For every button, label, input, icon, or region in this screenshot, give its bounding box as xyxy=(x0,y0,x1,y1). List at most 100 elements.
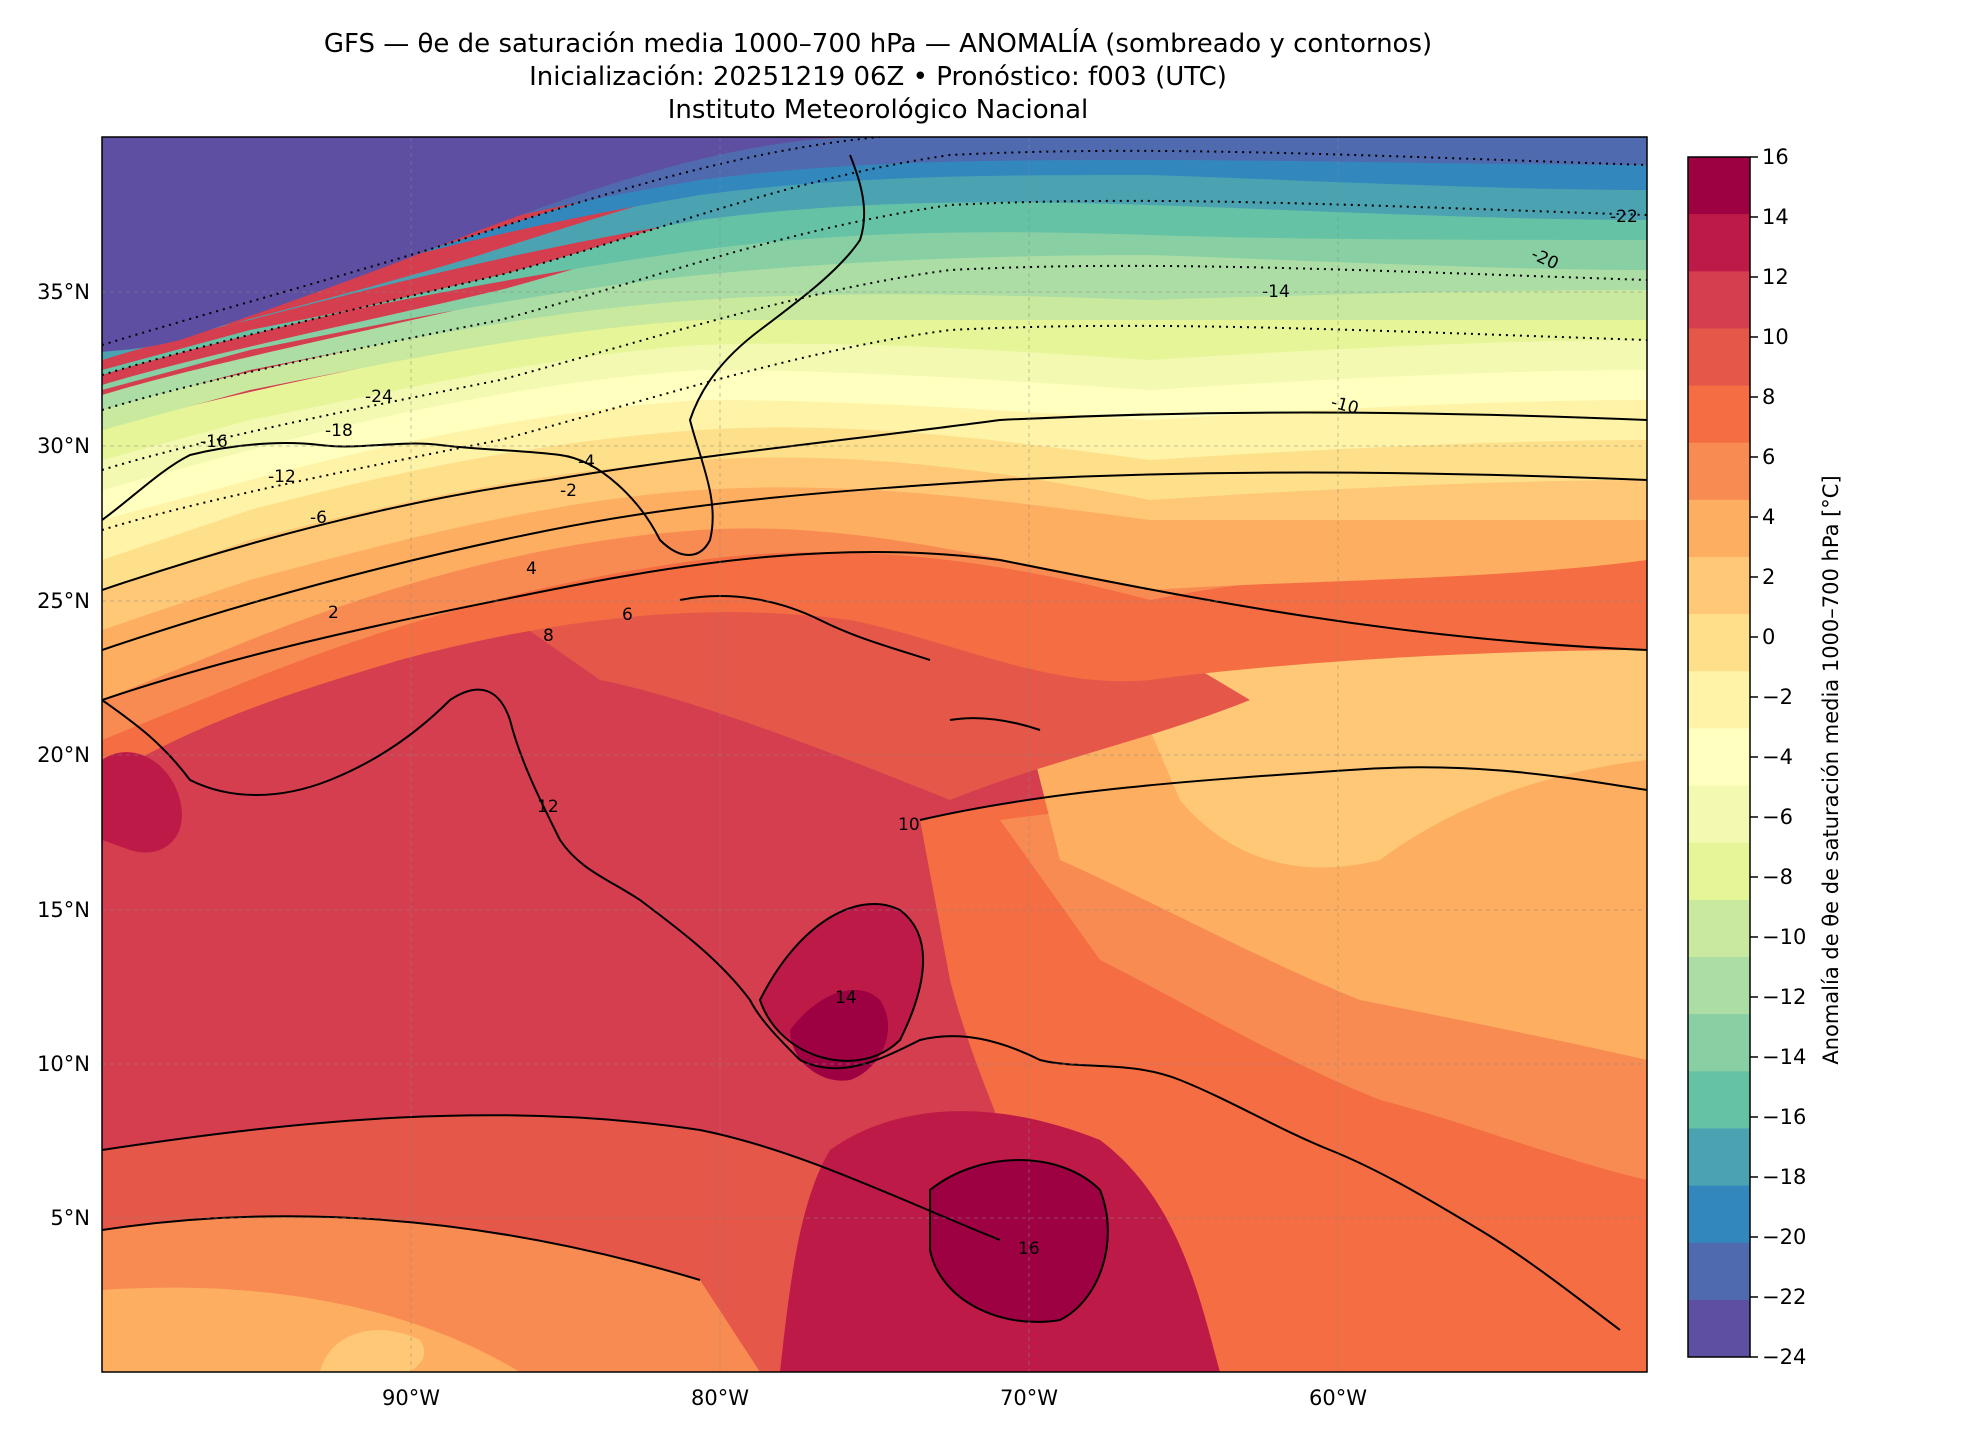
colorbar-segment xyxy=(1688,1071,1750,1129)
contour-label: -22 xyxy=(1610,207,1638,227)
lat-tick-label: 10°N xyxy=(37,1052,90,1076)
title-block: GFS — θe de saturación media 1000–700 hP… xyxy=(100,28,1656,127)
colorbar-segment xyxy=(1688,499,1750,558)
colorbar-tick-label: −20 xyxy=(1762,1225,1806,1249)
colorbar-tick-label: 6 xyxy=(1762,445,1775,469)
contour-label: 4 xyxy=(526,559,537,579)
colorbar-tick-label: 12 xyxy=(1762,265,1789,289)
colorbar-tick-label: −8 xyxy=(1762,865,1793,889)
colorbar-segment xyxy=(1688,785,1750,844)
colorbar-tick-label: 14 xyxy=(1762,205,1789,229)
colorbar-tick-label: 0 xyxy=(1762,625,1775,649)
contour-line xyxy=(102,411,1647,591)
colorbar-title: Anomalía de θe de saturación media 1000–… xyxy=(1819,475,1843,1064)
lat-tick-label: 5°N xyxy=(50,1206,90,1230)
map-frame xyxy=(101,136,1648,1373)
colorbar-segment xyxy=(1688,957,1750,1015)
band-minus-18 xyxy=(102,137,1647,360)
lat-axis: 35°N 30°N 25°N 20°N 15°N 10°N 5°N xyxy=(37,280,90,1230)
colorbar-segment xyxy=(1688,1299,1750,1358)
contour-labels: -24 -22 -20 -18 -16 -14 -12 -10 -6 -4 -2… xyxy=(200,207,1638,1259)
colorbar xyxy=(1687,156,1751,1358)
coast-yucatan xyxy=(102,688,641,901)
contour-label: -16 xyxy=(200,432,228,452)
lon-axis: 90°W 80°W 70°W 60°W xyxy=(382,1386,1367,1410)
coast-south-america xyxy=(799,1035,1621,1331)
contour-label: 6 xyxy=(622,605,633,625)
coast-hispaniola xyxy=(949,717,1041,731)
lon-tick-label: 90°W xyxy=(382,1386,440,1410)
contour-label: -2 xyxy=(560,481,577,501)
contour-line xyxy=(102,550,1647,701)
colorbar-segment xyxy=(1688,671,1750,729)
band-mexico-warm xyxy=(102,752,182,853)
colorbar-segment xyxy=(1688,728,1750,787)
colorbar-tick-label: −16 xyxy=(1762,1105,1806,1129)
colorbar-tick-label: −4 xyxy=(1762,745,1793,769)
band-peak-central xyxy=(790,990,889,1081)
colorbar-segment xyxy=(1688,442,1750,501)
contour-line xyxy=(102,1114,1001,1241)
lat-tick-label: 35°N xyxy=(37,280,90,304)
colorbar-segment xyxy=(1688,157,1750,215)
graticule xyxy=(102,137,1647,1372)
band-sw-2 xyxy=(320,1330,425,1372)
colorbar-segment xyxy=(1688,1014,1750,1072)
colorbar-tick-label: −22 xyxy=(1762,1285,1806,1309)
title-line-3: Instituto Meteorológico Nacional xyxy=(667,95,1089,125)
lon-tick-label: 70°W xyxy=(1000,1386,1058,1410)
contour-label: 8 xyxy=(543,626,554,646)
colorbar-tick-label: −2 xyxy=(1762,685,1793,709)
title-line-2: Inicialización: 20251219 06Z • Pronóstic… xyxy=(529,62,1227,92)
coast-cuba xyxy=(679,595,931,661)
anomaly-field xyxy=(102,137,1647,1372)
colorbar-tick-label: −14 xyxy=(1762,1045,1806,1069)
colorbar-tick-label: −24 xyxy=(1762,1345,1806,1369)
colorbar-segment xyxy=(1688,842,1750,901)
contour-line xyxy=(102,471,1647,651)
contour-line xyxy=(102,1215,701,1281)
lat-tick-label: 25°N xyxy=(37,589,90,613)
title-line-1: GFS — θe de saturación media 1000–700 hP… xyxy=(323,29,1433,59)
lat-tick-label: 15°N xyxy=(37,898,90,922)
contour-label: -18 xyxy=(325,421,353,441)
colorbar-segment xyxy=(1688,214,1750,272)
colorbar-tick-label: −10 xyxy=(1762,925,1806,949)
lon-tick-label: 80°W xyxy=(691,1386,749,1410)
band-peak-south xyxy=(930,1160,1108,1322)
colorbar-segment xyxy=(1688,557,1750,615)
colorbar-segment xyxy=(1688,271,1750,329)
colorbar-segment xyxy=(1688,1185,1750,1244)
colorbar-tick-label: −12 xyxy=(1762,985,1806,1009)
colorbar-tick-label: 2 xyxy=(1762,565,1775,589)
colorbar-segment xyxy=(1688,385,1750,444)
contour-label: 10 xyxy=(898,815,920,835)
contour-line xyxy=(929,1159,1109,1323)
colorbar-tick-label: 16 xyxy=(1762,145,1789,169)
contour-label: -6 xyxy=(310,508,327,528)
coast-central-america xyxy=(639,899,801,1061)
contour-line xyxy=(919,766,1647,821)
colorbar-ticks: 16 14 12 10 8 6 4 2 0 −2 −4 −6 −8 −10 −12 −14 −16 −18 −20 −… xyxy=(1750,145,1806,1369)
coastlines xyxy=(102,154,1621,1331)
colorbar-tick-label: −18 xyxy=(1762,1165,1806,1189)
contour-label: -24 xyxy=(365,387,393,407)
coast-gulf xyxy=(102,154,866,556)
colorbar-segment xyxy=(1688,328,1750,387)
band-minus-24 xyxy=(102,137,840,352)
contour-dotted xyxy=(102,149,1647,376)
contour-label: 14 xyxy=(835,988,857,1008)
colorbar-tick-label: 10 xyxy=(1762,325,1789,349)
colorbar-tick-label: −6 xyxy=(1762,805,1793,829)
contour-lines xyxy=(102,137,1647,1323)
lat-tick-label: 20°N xyxy=(37,743,90,767)
contour-label: -12 xyxy=(268,467,296,487)
colorbar-tick-label: 8 xyxy=(1762,385,1775,409)
lon-tick-label: 60°W xyxy=(1309,1386,1367,1410)
lat-tick-label: 30°N xyxy=(37,434,90,458)
colorbar-segment xyxy=(1688,1242,1750,1301)
colorbar-tick-label: 4 xyxy=(1762,505,1775,529)
colorbar-segment xyxy=(1688,614,1750,672)
colorbar-segment xyxy=(1688,1128,1750,1187)
